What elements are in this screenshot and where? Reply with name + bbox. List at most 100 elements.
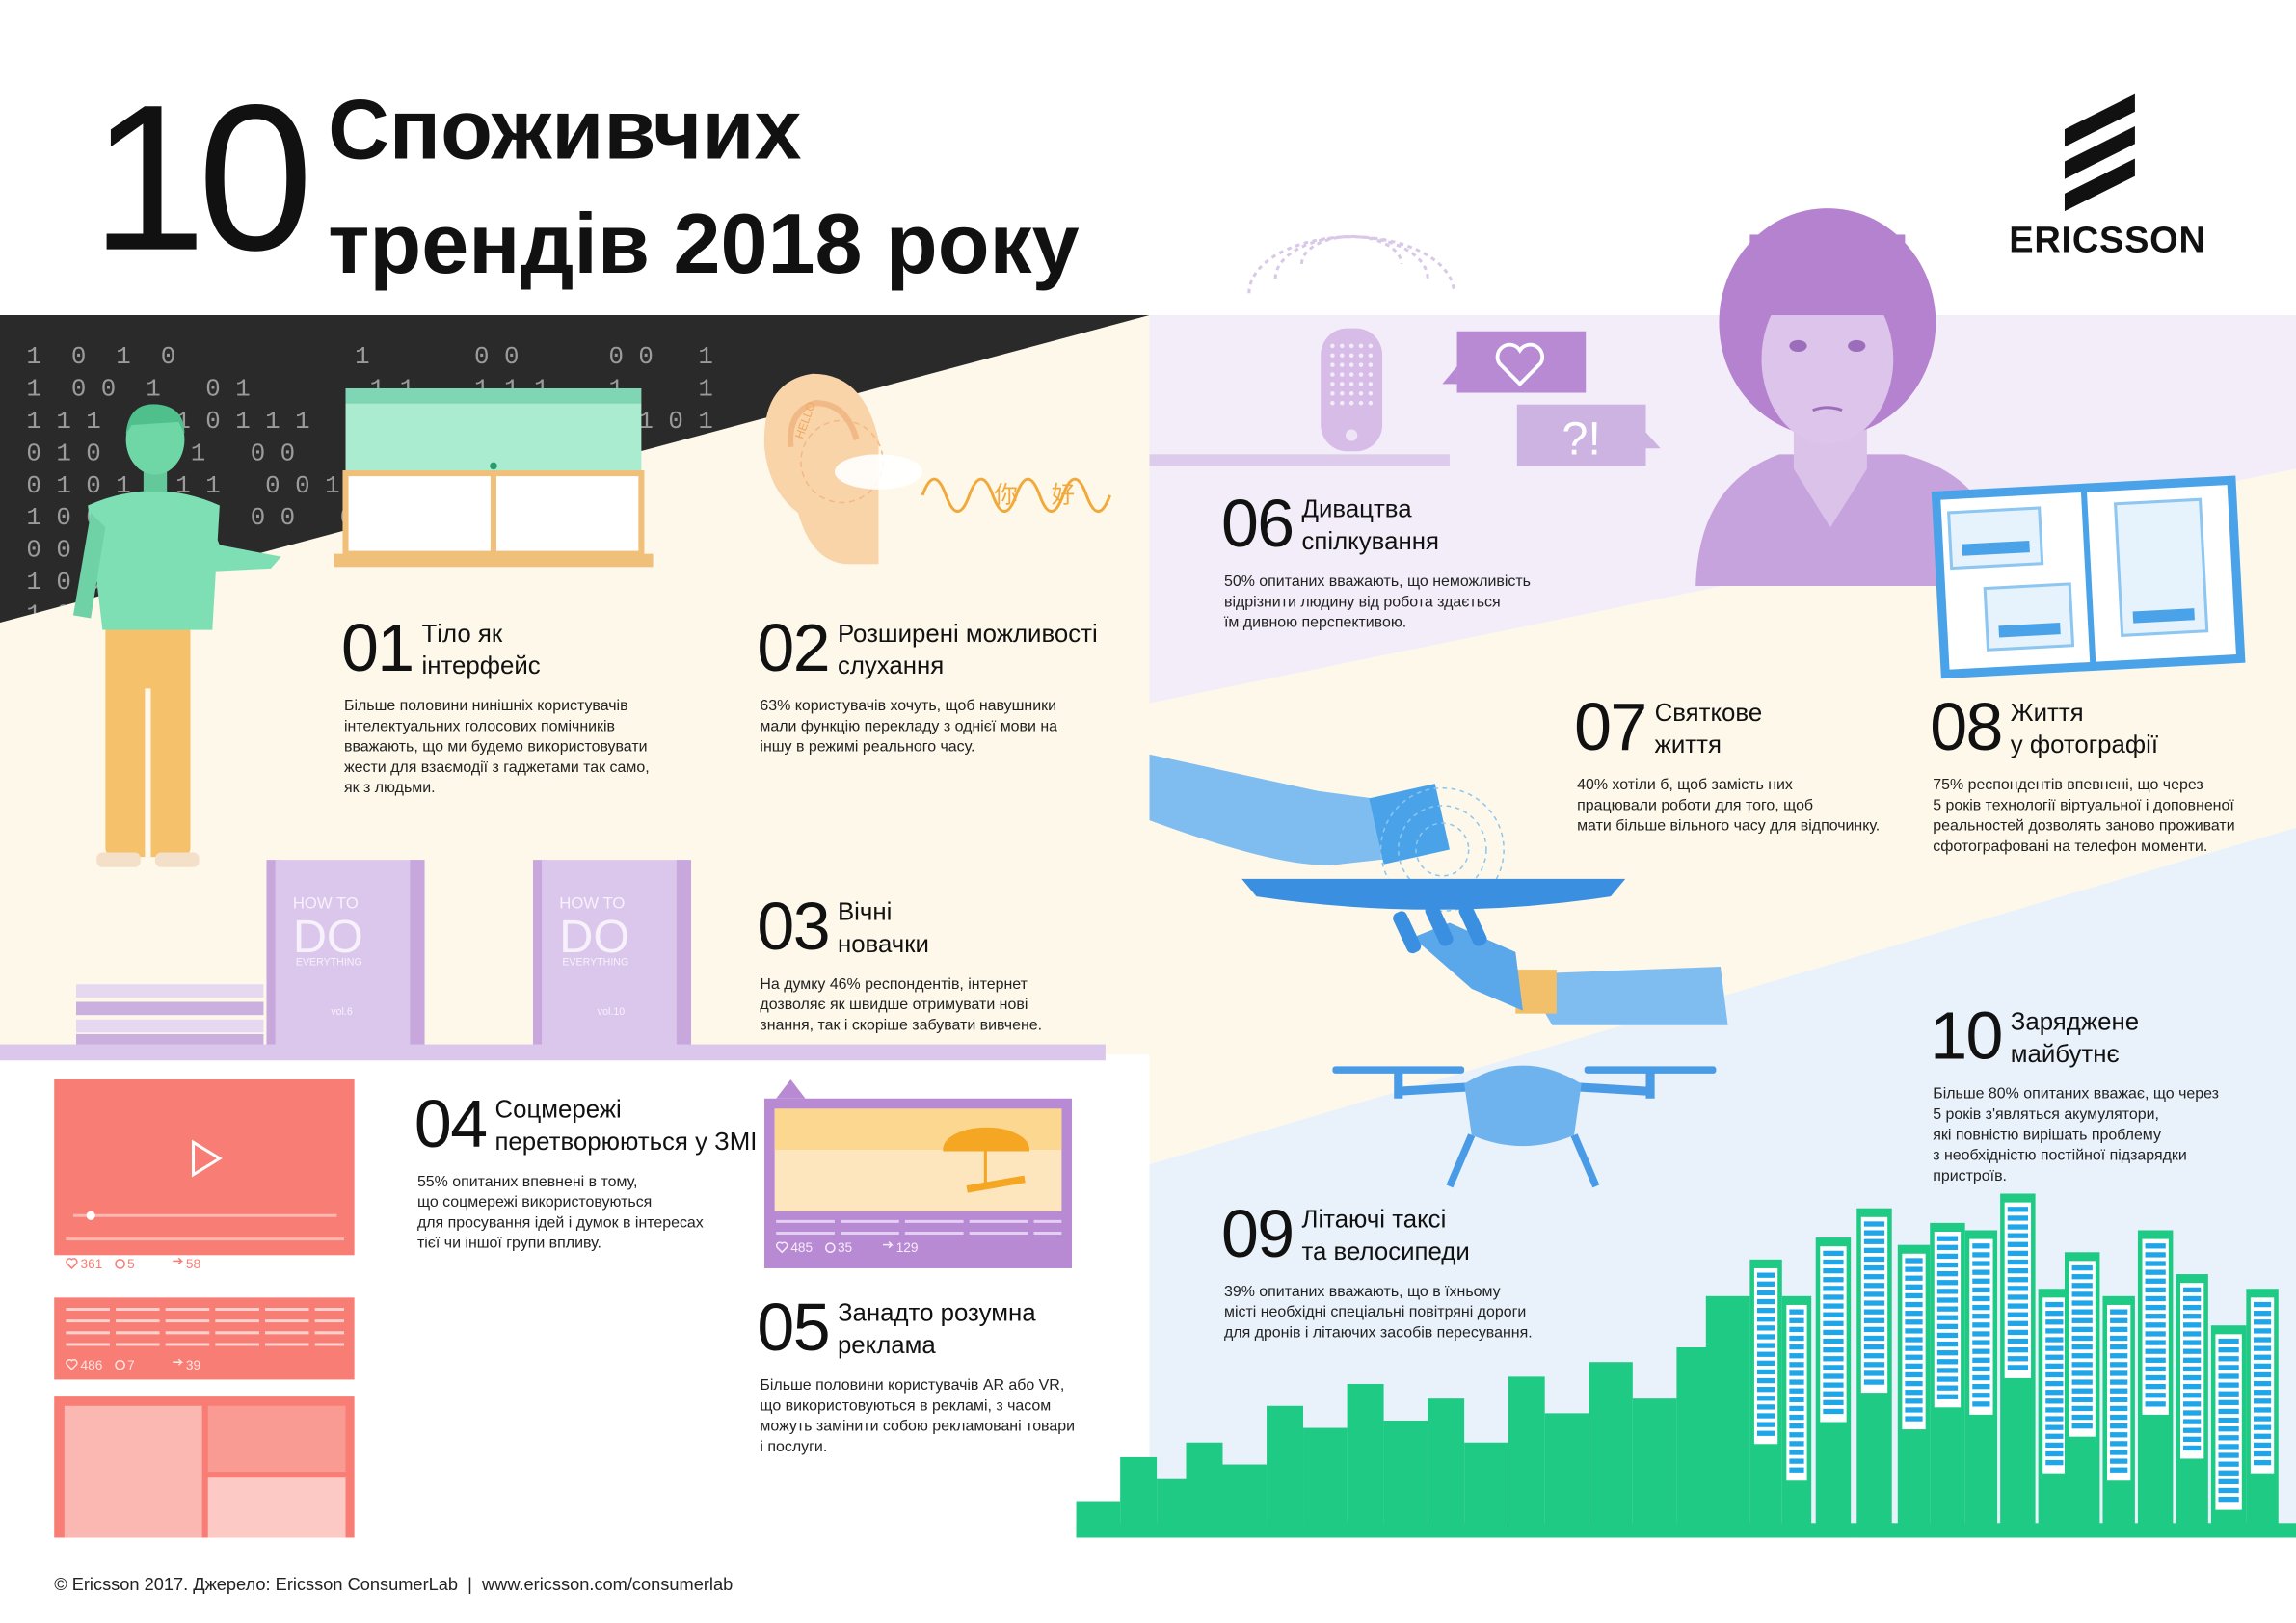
- battery-cell: [2253, 1442, 2272, 1449]
- comment-icon: [825, 1242, 836, 1254]
- logo-bar: [2064, 93, 2135, 147]
- book-do: DO: [293, 911, 363, 963]
- gallery-tile: [207, 1405, 346, 1473]
- person-shoe: [155, 852, 200, 867]
- trend-text: Більше 80% опитаних вважає, що через: [1933, 1086, 2219, 1103]
- battery-cell: [1972, 1383, 1990, 1390]
- battery-cell: [1936, 1332, 1959, 1339]
- battery-cell: [1863, 1370, 1885, 1376]
- battery-cell: [1905, 1266, 1923, 1272]
- speaker-hole: [1348, 391, 1354, 396]
- battery-cell: [1972, 1295, 1990, 1302]
- trend-title: життя: [1655, 732, 1722, 758]
- battery-cell: [2218, 1487, 2239, 1494]
- battery-cell: [1789, 1326, 1804, 1333]
- speaker-hole: [1348, 382, 1354, 386]
- battery-cell: [1863, 1256, 1885, 1263]
- speaker-hole: [1358, 353, 1364, 359]
- ear-inner: [788, 400, 860, 447]
- signal-ring: [1398, 805, 1487, 894]
- battery-cell: [2071, 1335, 2093, 1342]
- battery-cell: [2007, 1347, 2028, 1353]
- battery-cell: [1863, 1362, 1885, 1368]
- trend-number: 05: [757, 1290, 829, 1365]
- battery-cell: [1905, 1284, 1923, 1290]
- battery-cell: [1789, 1335, 1804, 1342]
- photo: [1983, 582, 2075, 652]
- gallery-tile: [64, 1405, 202, 1538]
- battery-cell: [2253, 1407, 2272, 1413]
- robot-finger: [1458, 903, 1487, 946]
- battery-cell: [2110, 1370, 2128, 1376]
- book-vol: vol.6: [331, 1006, 353, 1018]
- speaker-hole: [1330, 382, 1335, 386]
- book-stack: [75, 984, 264, 998]
- battery-cell: [2071, 1405, 2093, 1412]
- battery-cell: [2145, 1287, 2166, 1293]
- window-illustration: [334, 387, 654, 568]
- signal-ring: [1379, 786, 1505, 913]
- building: [1508, 1376, 1545, 1538]
- battery-cell: [1789, 1458, 1804, 1464]
- battery-cell: [2007, 1365, 2028, 1370]
- trend-number: 04: [414, 1086, 487, 1161]
- speaker-hole: [1330, 372, 1335, 377]
- battery-cell: [1863, 1300, 1885, 1306]
- speaker-hole: [1340, 400, 1345, 406]
- speaker-hole: [1340, 362, 1345, 367]
- battery-cell: [2007, 1303, 2028, 1309]
- book-stack: [75, 1001, 264, 1016]
- battery-cell: [2071, 1274, 2093, 1280]
- battery-cell: [1823, 1250, 1844, 1257]
- battery-cell: [2071, 1309, 2093, 1315]
- robot-finger: [1393, 911, 1422, 954]
- battery-cell: [2071, 1423, 2093, 1429]
- battery-cell: [2110, 1414, 2128, 1421]
- battery-cell: [2145, 1295, 2166, 1302]
- trend-text: знання, так і скоріше забувати вивчене.: [760, 1017, 1042, 1033]
- trend-number: 03: [757, 889, 829, 964]
- battery-cell: [2007, 1215, 2028, 1221]
- shelf: [1149, 454, 1450, 466]
- battery-cell: [1936, 1315, 1959, 1320]
- battery-cell: [1972, 1357, 1990, 1363]
- battery-cell: [1972, 1278, 1990, 1284]
- battery-cell: [2007, 1312, 2028, 1317]
- battery-cell: [1905, 1345, 1923, 1351]
- battery-cell: [2218, 1408, 2239, 1415]
- footer: © Ericsson 2017. Джерело: Ericsson Consu…: [54, 1575, 733, 1594]
- battery-cell: [1756, 1404, 1775, 1410]
- battery-cell: [2007, 1250, 2028, 1257]
- battery-cell: [2071, 1317, 2093, 1323]
- battery-cell: [1936, 1359, 1959, 1365]
- battery-cell: [1756, 1369, 1775, 1375]
- battery-cell: [1756, 1422, 1775, 1427]
- trend-text: які повністю вирішать проблему: [1933, 1127, 2161, 1143]
- battery-cell: [2145, 1357, 2166, 1363]
- battery-cell: [1972, 1287, 1990, 1293]
- bubble-tail: [1645, 432, 1661, 449]
- building: [1383, 1420, 1428, 1538]
- battery-cell: [1863, 1353, 1885, 1359]
- trend-block: 04 Соцмережі перетворюються у ЗМІ 55% опита…: [414, 1086, 758, 1252]
- battery-cell: [1756, 1377, 1775, 1384]
- speaker-hole: [1348, 343, 1354, 349]
- speaker-hole: [1358, 391, 1364, 396]
- battery-cell: [1905, 1275, 1923, 1281]
- heart-icon: [1495, 342, 1544, 387]
- battery-cell: [2253, 1416, 2272, 1422]
- battery-cell: [2145, 1304, 2166, 1311]
- trend-text: Більше половини користувачів AR або VR,: [760, 1377, 1064, 1394]
- battery-cell: [2045, 1380, 2064, 1387]
- trend-block: 01 Тіло як інтерфейс Більше половини нинішн…: [341, 610, 650, 796]
- battery-cell: [2071, 1344, 2093, 1350]
- battery-cell: [2110, 1309, 2128, 1315]
- battery-cell: [2145, 1243, 2166, 1249]
- battery-cell: [2183, 1427, 2202, 1433]
- battery-cell: [1863, 1379, 1885, 1385]
- battery-cell: [2145, 1269, 2166, 1275]
- battery-cell: [1936, 1253, 1959, 1260]
- battery-cell: [2218, 1444, 2239, 1450]
- battery-cell: [2110, 1353, 2128, 1359]
- trend-block: 02 Розширені можливості слухання 63% корист…: [757, 610, 1097, 756]
